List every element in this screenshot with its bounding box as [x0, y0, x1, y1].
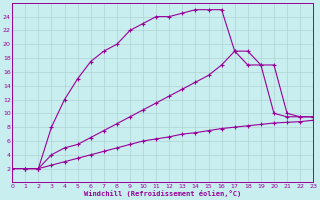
X-axis label: Windchill (Refroidissement éolien,°C): Windchill (Refroidissement éolien,°C) — [84, 190, 241, 197]
